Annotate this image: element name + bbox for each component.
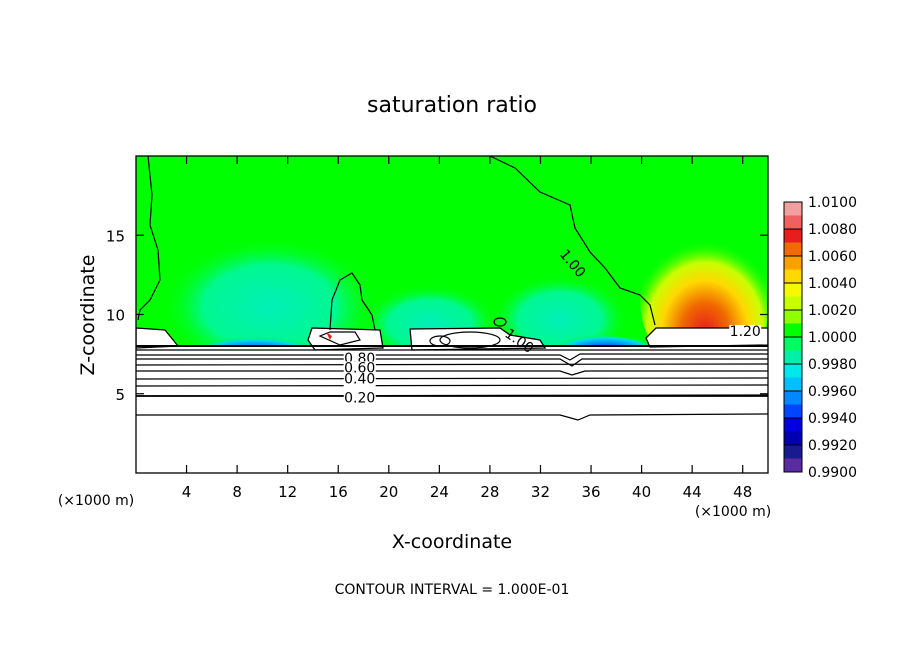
x-tick-label: 24 [430, 483, 449, 501]
contour-labels: 1.001.00 1.200.800.600.400.20 [343, 247, 762, 407]
y-tick-label: 10 [106, 307, 125, 325]
colorbar-swatch [784, 215, 802, 230]
colorbar: 1.0100 1.0080 1.0060 1.0040 1.0020 1.0000 0.99… [783, 195, 857, 481]
contour-label-bg [343, 372, 376, 387]
x-tick-label: 4 [182, 483, 192, 501]
colorbar-swatch [784, 323, 802, 338]
y-tick-label: 5 [115, 386, 125, 404]
colorbar-label: 1.0060 [808, 249, 857, 265]
contour-label-bg [343, 361, 376, 376]
x-tick-label: 8 [232, 483, 242, 501]
colorbar-swatch [784, 202, 802, 216]
colorbar-label: 0.9960 [808, 384, 857, 400]
contour-label: 0.20 [344, 391, 375, 407]
x-axis-title: X-coordinate [392, 531, 512, 553]
x-tick-label: 36 [581, 483, 600, 501]
colorbar-swatch [784, 337, 802, 351]
colorbar-label: 0.9920 [808, 438, 857, 454]
colorbar-label: 0.9980 [808, 357, 857, 373]
colorbar-swatch [784, 256, 802, 270]
colorbar-swatch [784, 269, 802, 284]
contour-layer-2 [136, 353, 768, 361]
y-axis: 5 10 15 [106, 227, 768, 404]
x-tick-label: 16 [329, 483, 348, 501]
contour-layer-6 [136, 377, 768, 380]
x-tick-label: 48 [733, 483, 752, 501]
colorbar-swatch [784, 310, 802, 324]
x-tick-label: 20 [379, 483, 398, 501]
y-tick-label: 15 [106, 227, 125, 245]
colorbar-label: 0.9940 [808, 411, 857, 427]
contour-1-00-top [489, 156, 656, 326]
contour-loop-2 [439, 331, 501, 349]
colorbar-swatch [784, 242, 802, 257]
colorbar-swatch [784, 283, 802, 297]
colorbar-swatch [784, 431, 802, 446]
contour-interval-note: CONTOUR INTERVAL = 1.000E-01 [335, 582, 570, 598]
x-tick-label: 44 [683, 483, 702, 501]
contour-label-bg [343, 391, 376, 406]
x-tick-label: 28 [480, 483, 499, 501]
colorbar-swatch [784, 445, 802, 459]
plot-area [136, 156, 768, 473]
contour-label-bg [729, 324, 762, 339]
x-tick-label: 12 [278, 483, 297, 501]
contour-label: 0.40 [344, 371, 375, 387]
x-tick-label: 40 [632, 483, 651, 501]
contour-label: 0.60 [344, 360, 375, 376]
warm-spot [326, 332, 332, 340]
chart-title: saturation ratio [367, 93, 537, 118]
x-axis: 4 8 12 16 20 24 28 32 36 40 44 48 [182, 156, 752, 501]
colorbar-label: 1.0000 [808, 330, 857, 346]
contour-layer-3 [136, 358, 768, 367]
x-unit-label-right: (×1000 m) [695, 504, 771, 520]
colorbar-swatch [784, 404, 802, 419]
colorbar-swatch [784, 418, 802, 432]
colorbar-swatch [784, 391, 802, 405]
contour-1-00-left [137, 156, 161, 321]
colorbar-swatch [784, 296, 802, 311]
contour-1-00-hill [329, 272, 376, 331]
lower-layer [136, 346, 768, 473]
y-axis-title: Z-coordinate [77, 255, 99, 376]
colorbar-swatch [784, 364, 802, 378]
contour-loop-4 [318, 331, 361, 346]
colorbar-swatch [784, 229, 802, 243]
colorbar-label: 1.0020 [808, 303, 857, 319]
colorbar-label: 1.0040 [808, 276, 857, 292]
contour-layer-7 [136, 384, 768, 387]
colorbar-swatch [784, 350, 802, 365]
contour-loop-3 [493, 317, 507, 327]
contour-layer-4 [136, 363, 768, 366]
x-unit-label-left: (×1000 m) [58, 493, 134, 509]
colorbar-label: 0.9900 [808, 465, 857, 481]
colorbar-label: 1.0080 [808, 222, 857, 238]
contour-layer-5 [136, 370, 768, 376]
colorbar-swatch [784, 458, 802, 473]
x-tick-label: 32 [531, 483, 550, 501]
colorbar-label: 1.0100 [808, 195, 857, 211]
contour-label: 1.20 [730, 324, 761, 340]
colorbar-swatch [784, 377, 802, 392]
contour-layer-9 [136, 413, 768, 421]
